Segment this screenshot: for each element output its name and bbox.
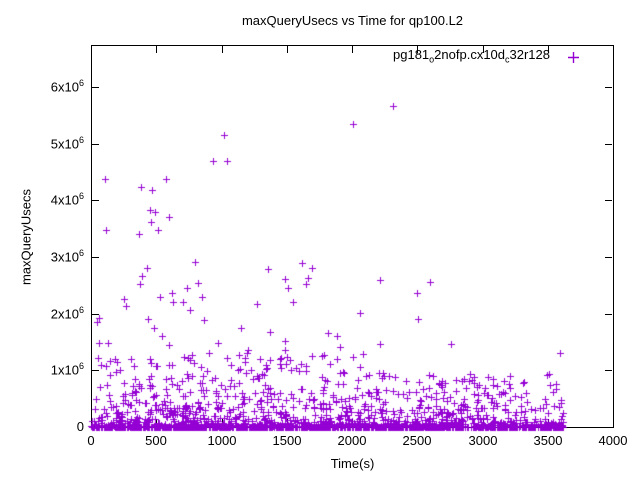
- x-tick-label: 2000: [337, 433, 367, 448]
- y-tick-label: 3x106: [50, 248, 84, 265]
- legend-label-segment: 32r128: [509, 46, 550, 62]
- y-tick-label: 5x106: [50, 135, 84, 152]
- y-tick-label: 6x106: [50, 78, 84, 95]
- legend-label-subscript: o: [429, 54, 435, 65]
- x-tick-label: 3000: [468, 433, 498, 448]
- legend-label-subscript: c: [505, 54, 510, 65]
- y-tick-label: 4x106: [50, 191, 84, 208]
- legend: pg181o2nofp.cx10dc32r128: [393, 47, 581, 68]
- y-tick-label: 1x106: [50, 361, 84, 378]
- y-axis-title-text: maxQueryUsecs: [18, 188, 34, 286]
- x-tick-label: 2500: [402, 433, 432, 448]
- legend-label-segment: pg181: [393, 46, 430, 62]
- chart-title: maxQueryUsecs vs Time for qp100.L2: [241, 13, 464, 28]
- x-tick-label: 0: [87, 433, 95, 448]
- x-tick-label: 500: [145, 433, 167, 448]
- x-tick-label: 1000: [207, 433, 237, 448]
- x-tick-label: 3500: [533, 433, 563, 448]
- y-tick-label: 2x106: [50, 305, 84, 322]
- y-tick-label: 0: [76, 419, 84, 434]
- legend-label-segment: 2nofp.cx10d: [434, 46, 506, 62]
- x-tick-label: 4000: [598, 433, 628, 448]
- legend-plus-marker-icon: [568, 51, 579, 63]
- legend-series-label: pg181o2nofp.cx10dc32r128: [393, 47, 550, 68]
- x-tick-label: 1500: [272, 433, 302, 448]
- x-axis-title: Time(s): [330, 456, 375, 471]
